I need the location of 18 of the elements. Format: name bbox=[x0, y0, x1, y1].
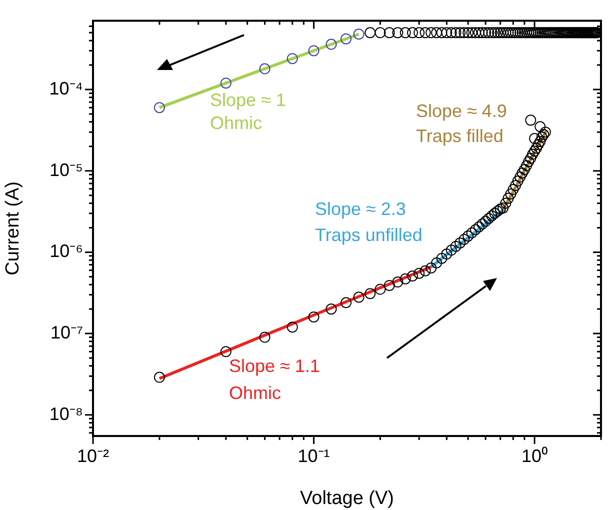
annotation: Ohmic bbox=[210, 112, 262, 133]
annotation: Slope ≈ 1.1 bbox=[229, 356, 320, 376]
x-tick-label: 10⁻² bbox=[76, 446, 110, 466]
y-tick-label: 10⁻⁵ bbox=[50, 160, 83, 180]
annotation: Slope ≈ 2.3 bbox=[315, 198, 406, 219]
y-tick-label: 10⁻⁴ bbox=[49, 78, 83, 99]
x-tick-label: 10⁰ bbox=[522, 446, 548, 466]
annotation: Slope ≈ 1 bbox=[210, 90, 286, 110]
annotation: Traps unfilled bbox=[315, 224, 422, 245]
y-tick-label: 10⁻⁸ bbox=[49, 404, 83, 424]
annotation: Ohmic bbox=[229, 382, 282, 403]
y-tick-label: 10⁻⁷ bbox=[50, 322, 83, 343]
y-axis-title: Current (A) bbox=[2, 181, 24, 276]
x-tick-label: 10⁻¹ bbox=[298, 446, 330, 466]
annotation: Slope ≈ 4.9 bbox=[416, 100, 507, 121]
annotation: Traps filled bbox=[416, 126, 504, 146]
y-tick-label: 10⁻⁶ bbox=[50, 241, 83, 262]
x-axis-title: Voltage (V) bbox=[300, 488, 394, 509]
